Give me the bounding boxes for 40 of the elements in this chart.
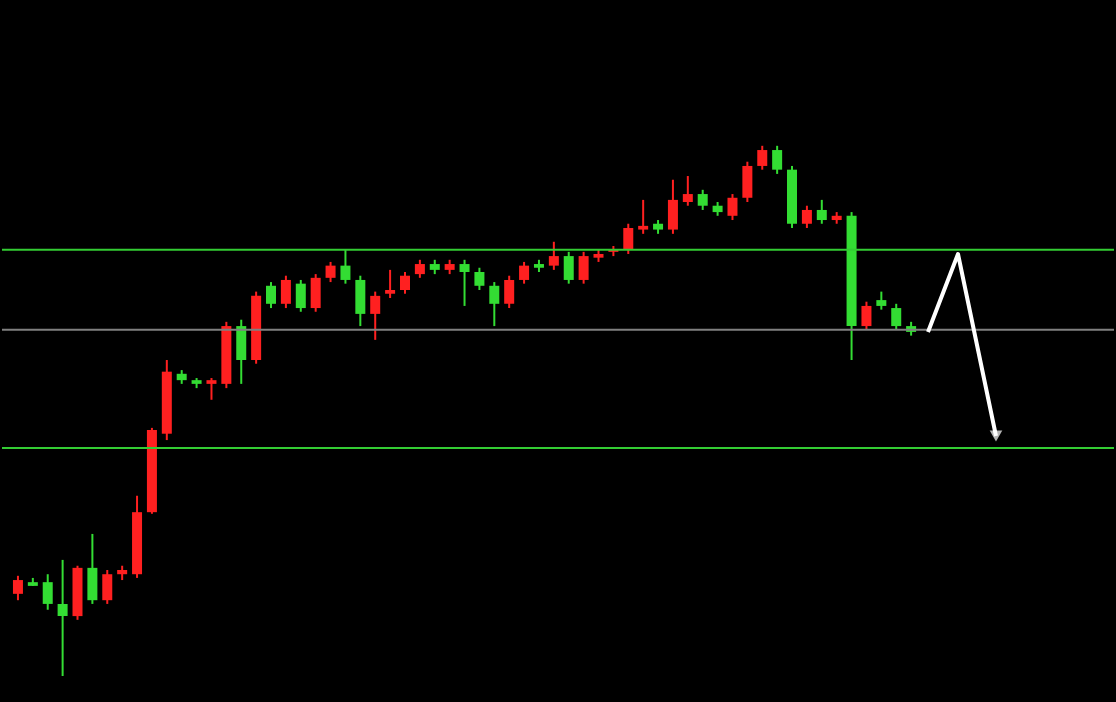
candlestick <box>370 290 381 341</box>
candlestick <box>638 198 649 235</box>
candlestick <box>236 318 247 385</box>
candlestick <box>355 274 366 328</box>
candlestick <box>12 574 23 602</box>
candlestick <box>266 281 277 310</box>
candlestick <box>489 281 500 328</box>
candlestick <box>87 532 98 605</box>
candlestick <box>325 260 336 284</box>
candlestick <box>623 222 634 255</box>
candlestick <box>310 273 321 313</box>
candlestick <box>727 193 738 222</box>
candlestick <box>697 188 708 211</box>
candlestick <box>682 175 693 207</box>
candlestick <box>563 250 574 285</box>
candlestick <box>876 290 887 311</box>
candlestick <box>667 178 678 235</box>
candlestick <box>385 268 396 299</box>
candlestick <box>42 573 53 611</box>
candlestick <box>816 198 827 225</box>
candlestick <box>772 144 783 175</box>
candlestick <box>891 302 902 331</box>
candlestick <box>519 260 530 285</box>
candlestick <box>861 300 872 331</box>
candlestick <box>757 144 768 171</box>
candlestick <box>459 258 470 307</box>
candlestick <box>414 258 425 279</box>
candlestick <box>280 274 291 310</box>
candlestick <box>742 160 753 204</box>
candlestick <box>102 568 113 605</box>
candlestick <box>399 271 410 295</box>
candlestick <box>206 377 217 401</box>
candlestick <box>801 204 812 229</box>
candlestick <box>548 240 559 271</box>
candlestick <box>295 278 306 313</box>
candlestick <box>340 248 351 285</box>
candlestick <box>578 250 589 285</box>
candlestick <box>57 558 68 678</box>
candlestick <box>474 266 485 292</box>
candlestick <box>504 274 515 310</box>
